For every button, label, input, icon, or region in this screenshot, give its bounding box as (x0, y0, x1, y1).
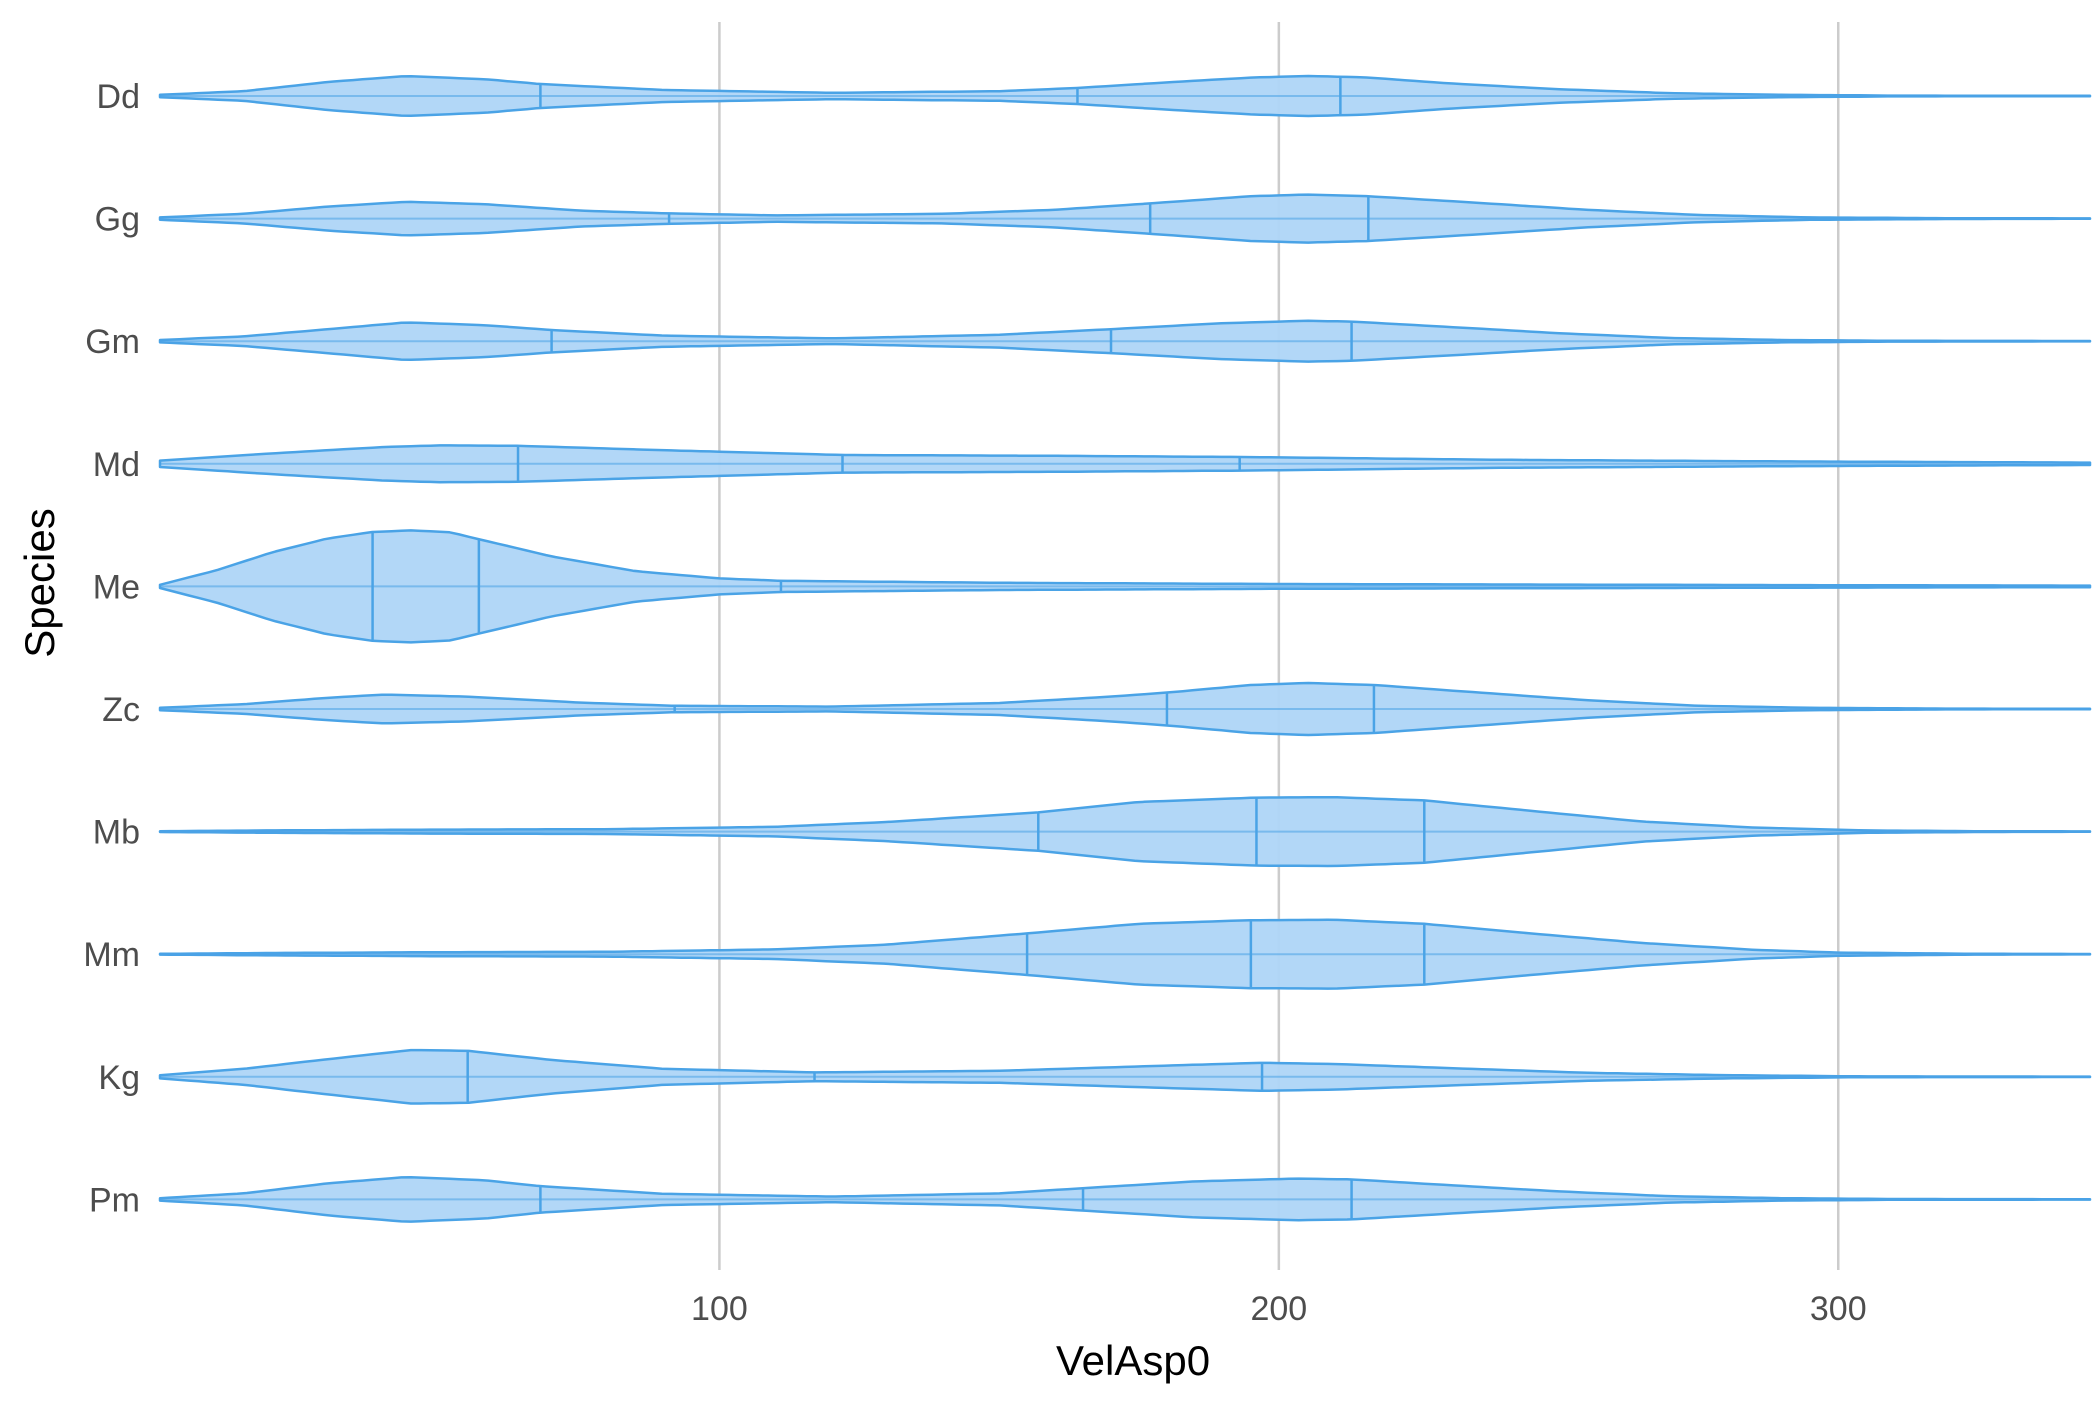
x-axis-title: VelAsp0 (1056, 1337, 1210, 1384)
y-tick-label-Pm: Pm (89, 1181, 140, 1219)
x-tick-label: 200 (1250, 1290, 1307, 1328)
violin-Gm (158, 319, 2092, 363)
y-tick-label-Kg: Kg (98, 1059, 140, 1097)
violin-Kg (158, 1048, 2092, 1105)
x-axis-tick-labels: 100 200 300 (691, 1290, 1867, 1328)
violin-Mm (158, 918, 2092, 990)
x-tick-label: 300 (1810, 1290, 1867, 1328)
y-axis-tick-labels: Dd Gg Gm Md Me Zc Mb Mm Kg Pm (83, 78, 140, 1219)
y-tick-label-Gm: Gm (85, 323, 140, 361)
y-tick-label-Mm: Mm (83, 936, 140, 974)
y-axis-title: Species (16, 508, 63, 657)
y-tick-label-Gg: Gg (95, 201, 140, 239)
violin-Zc (158, 681, 2092, 737)
x-tick-label: 100 (691, 1290, 748, 1328)
violin-Gg (158, 193, 2092, 244)
y-tick-label-Mb: Mb (93, 814, 140, 852)
violins (158, 74, 2092, 1223)
violin-Dd (158, 74, 2092, 118)
y-tick-label-Me: Me (93, 568, 140, 606)
violin-Pm (158, 1175, 2092, 1223)
y-tick-label-Md: Md (93, 446, 140, 484)
y-tick-label-Zc: Zc (102, 691, 140, 729)
violin-Mb (158, 795, 2092, 868)
violin-Md (158, 444, 2092, 484)
violin-Me (158, 529, 2092, 644)
y-tick-label-Dd: Dd (97, 78, 140, 116)
